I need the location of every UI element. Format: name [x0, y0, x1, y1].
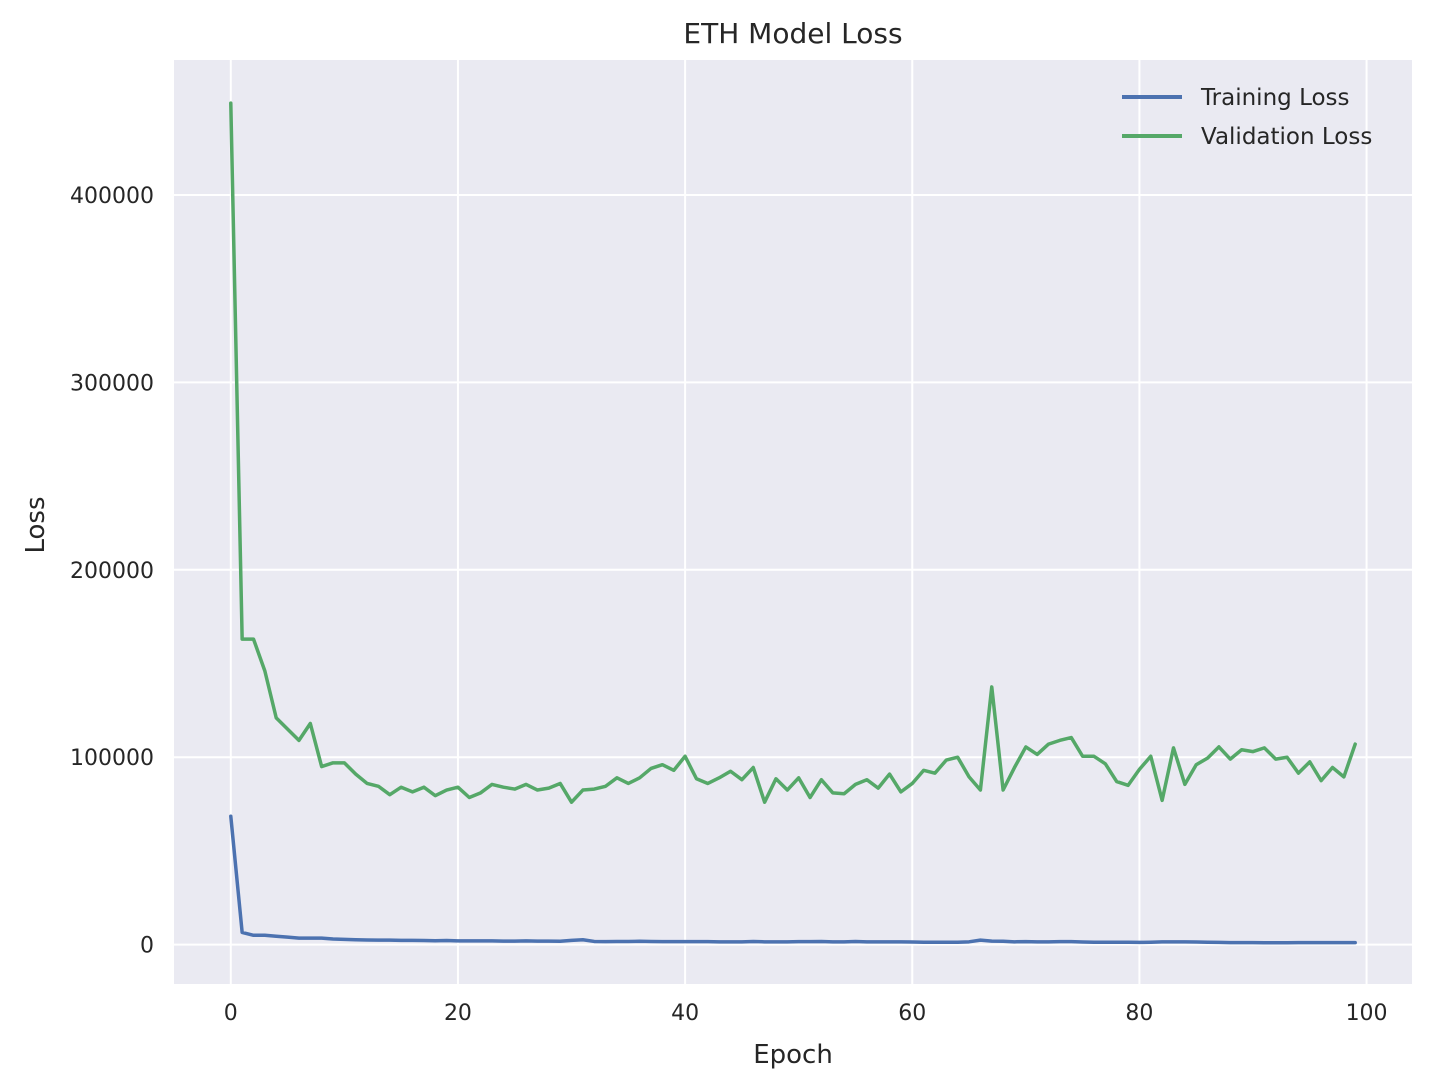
y-tick-label: 400000	[70, 184, 154, 209]
y-tick-label: 200000	[70, 559, 154, 584]
chart-title: ETH Model Loss	[683, 17, 902, 50]
x-tick-label: 40	[671, 1001, 699, 1026]
x-tick-label: 20	[444, 1001, 472, 1026]
grid-lines	[174, 60, 1412, 984]
x-tick-label: 80	[1125, 1001, 1153, 1026]
x-tick-label: 0	[224, 1001, 238, 1026]
plot-background	[174, 60, 1412, 984]
x-tick-label: 100	[1346, 1001, 1388, 1026]
series-line-training-loss	[229, 814, 1357, 945]
x-tick-label: 60	[898, 1001, 926, 1026]
series-line-validation-loss	[229, 101, 1357, 804]
y-tick-label: 100000	[70, 746, 154, 771]
tick-labels: 0 20 40 60 80 100 0 100000 200000 300000 400000	[70, 184, 1388, 1026]
y-tick-label: 300000	[70, 371, 154, 396]
y-tick-label: 0	[140, 934, 154, 959]
x-axis-label: Epoch	[753, 1040, 833, 1070]
legend-label-training: Training Loss	[1200, 85, 1350, 111]
y-axis-label: Loss	[21, 496, 51, 553]
series-lines	[229, 101, 1357, 945]
legend-label-validation: Validation Loss	[1201, 124, 1372, 150]
legend: Training Loss Validation Loss	[1122, 85, 1372, 150]
